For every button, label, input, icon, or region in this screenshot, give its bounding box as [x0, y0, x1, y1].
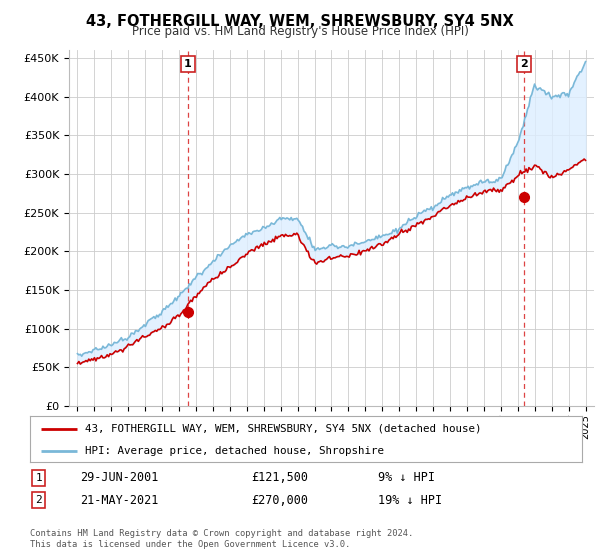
- Text: £121,500: £121,500: [251, 471, 308, 484]
- Text: 43, FOTHERGILL WAY, WEM, SHREWSBURY, SY4 5NX: 43, FOTHERGILL WAY, WEM, SHREWSBURY, SY4…: [86, 14, 514, 29]
- Text: 43, FOTHERGILL WAY, WEM, SHREWSBURY, SY4 5NX (detached house): 43, FOTHERGILL WAY, WEM, SHREWSBURY, SY4…: [85, 424, 482, 434]
- Text: 19% ↓ HPI: 19% ↓ HPI: [378, 493, 442, 507]
- Text: 21-MAY-2021: 21-MAY-2021: [80, 493, 158, 507]
- Text: 2: 2: [520, 59, 528, 69]
- Text: Contains HM Land Registry data © Crown copyright and database right 2024.
This d: Contains HM Land Registry data © Crown c…: [30, 529, 413, 549]
- Text: 1: 1: [184, 59, 191, 69]
- Text: 29-JUN-2001: 29-JUN-2001: [80, 471, 158, 484]
- Text: £270,000: £270,000: [251, 493, 308, 507]
- Text: 9% ↓ HPI: 9% ↓ HPI: [378, 471, 435, 484]
- Text: 2: 2: [35, 495, 42, 505]
- Text: 1: 1: [35, 473, 42, 483]
- Text: HPI: Average price, detached house, Shropshire: HPI: Average price, detached house, Shro…: [85, 446, 384, 455]
- Text: Price paid vs. HM Land Registry's House Price Index (HPI): Price paid vs. HM Land Registry's House …: [131, 25, 469, 38]
